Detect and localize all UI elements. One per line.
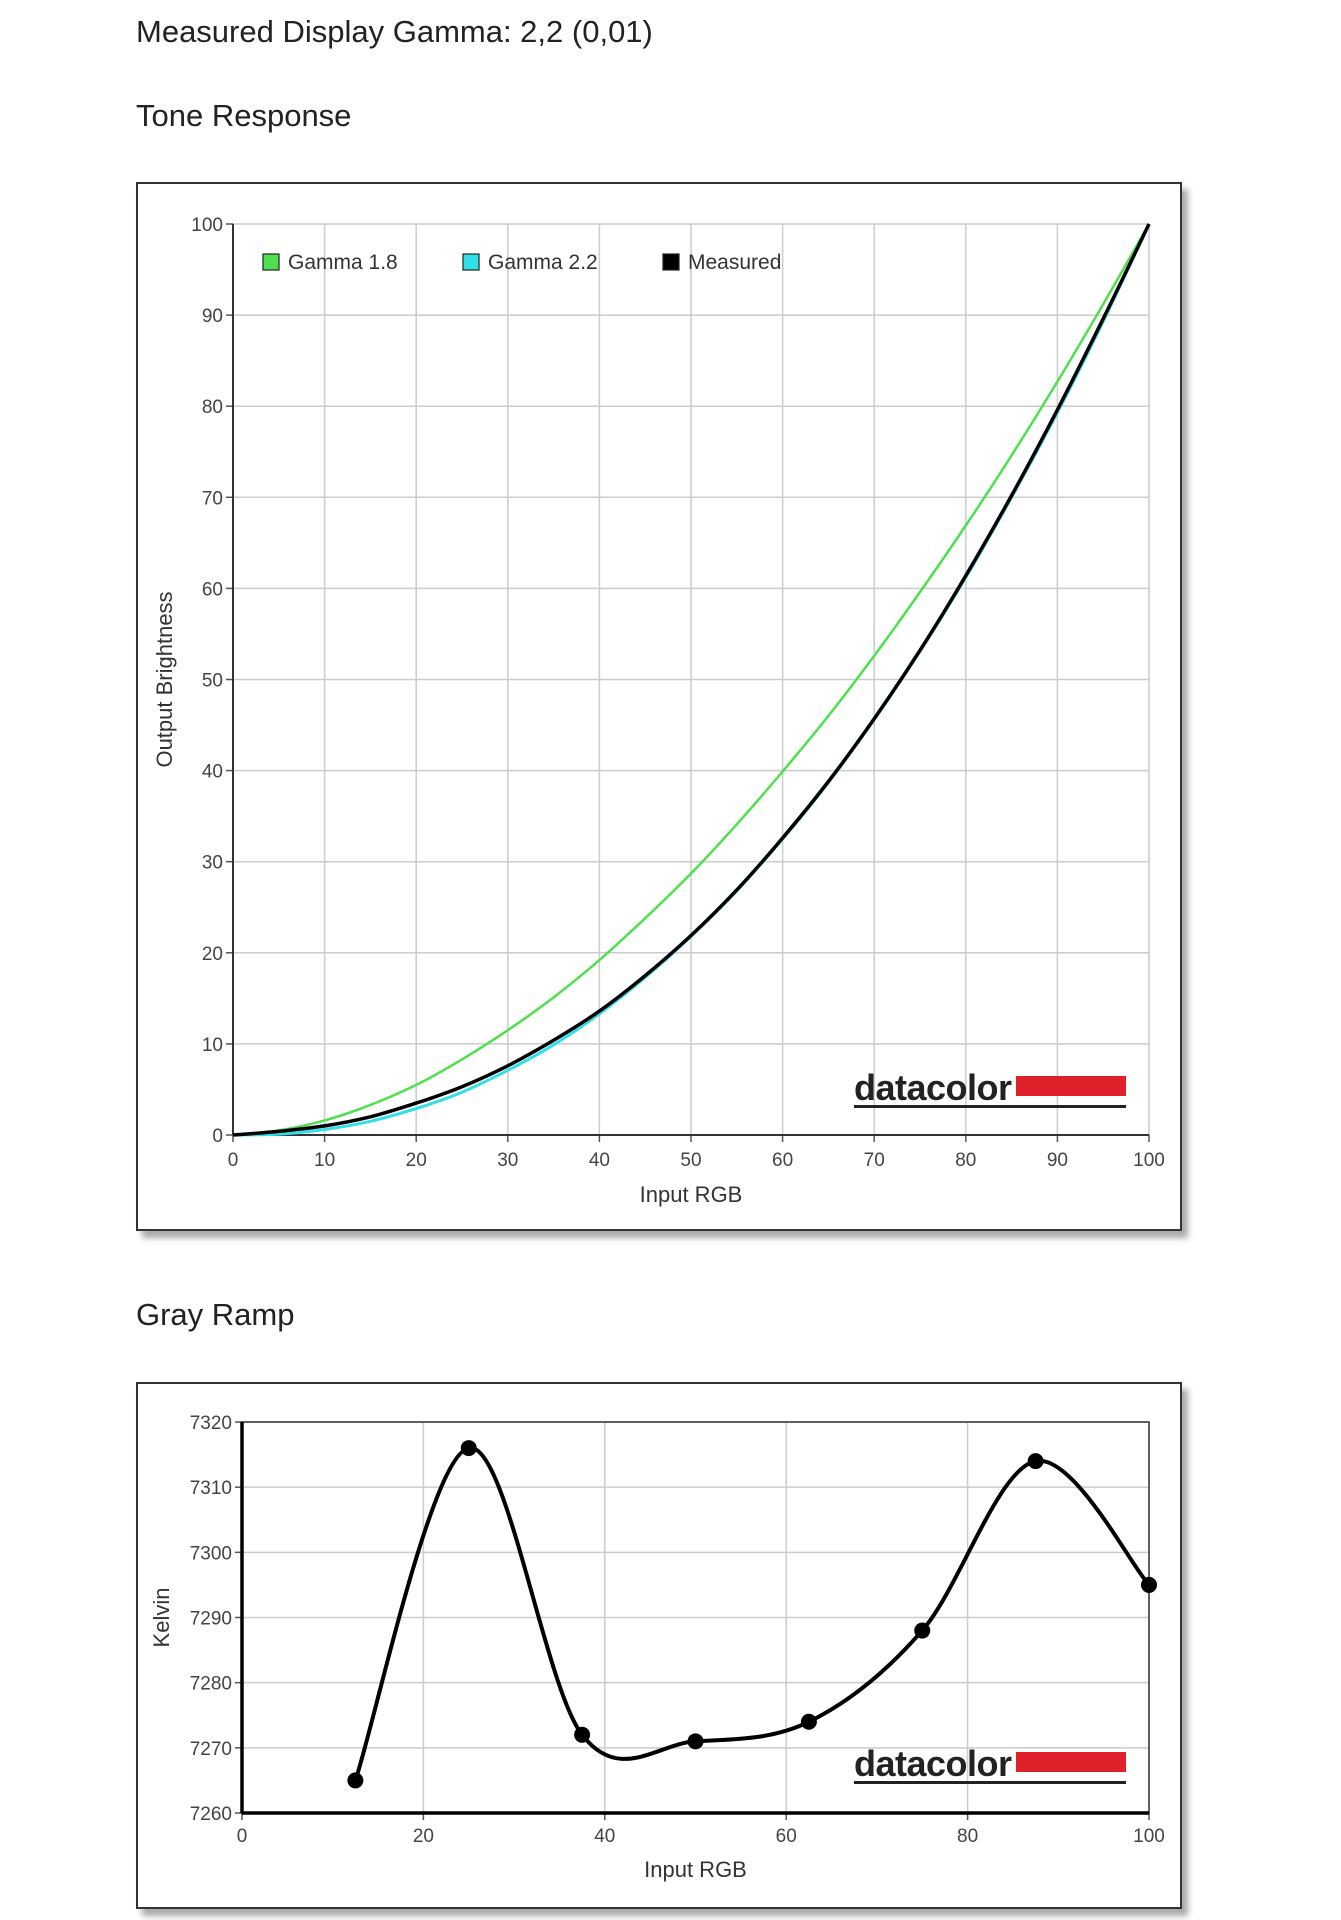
tone-ytick-label: 10 [202,1035,223,1056]
gray-xtick-label: 60 [776,1826,797,1847]
tone-response-panel: 0 10 20 30 40 50 60 70 80 90 100 0 10 20 30 40 50 60 70 80 9… [136,182,1182,1231]
tone-ytick-label: 0 [212,1126,223,1147]
tone-xtick-label: 40 [589,1150,610,1171]
gray-x-axis-label: Input RGB [644,1857,747,1882]
tone-legend-swatch-1 [462,253,480,271]
gray-xtick-label: 80 [957,1826,978,1847]
tone-logo-bar [1016,1076,1126,1096]
tone-xtick-label: 90 [1047,1150,1068,1171]
tone-xtick-label: 30 [497,1150,518,1171]
gray-data-point-2 [574,1726,591,1743]
tone-xtick-label: 0 [228,1150,239,1171]
gray-logo-underline [854,1781,1126,1784]
tone-logo-underline [854,1105,1126,1108]
tone-xtick-label: 100 [1133,1150,1165,1171]
gray-data-point-6 [1027,1453,1044,1470]
gray-data-point-0 [347,1772,364,1789]
gray-xtick-label: 20 [413,1826,434,1847]
gamma-heading: Measured Display Gamma: 2,2 (0,01) [136,14,653,49]
gray-data-point-1 [460,1440,477,1457]
gray-xtick-label: 0 [237,1826,248,1847]
gray-ytick-label: 7270 [190,1739,232,1760]
tone-response-chart: 0 10 20 30 40 50 60 70 80 90 100 0 10 20 30 40 50 60 70 80 9… [152,215,1165,1207]
tone-legend-swatch-2 [662,253,680,271]
tone-xtick-label: 80 [955,1150,976,1171]
gray-ytick-label: 7280 [190,1674,232,1695]
tone-series-line-2 [232,223,1151,1137]
tone-ytick-label: 40 [202,762,223,783]
gray-logo-bar [1016,1752,1126,1772]
tone-legend-swatch-0 [262,253,280,271]
tone-y-axis-label: Output Brightness [152,591,177,767]
tone-series-line-0 [232,223,1151,1137]
tone-ytick-label: 80 [202,397,223,418]
tone-ytick-label: 30 [202,853,223,874]
tone-legend-label: Gamma 2.2 [488,251,598,274]
tone-xtick-label: 50 [680,1150,701,1171]
gray-logo-text: datacolor [854,1743,1012,1784]
gray-series-line [353,1446,1151,1782]
tone-ytick-label: 100 [191,215,223,236]
gray-data-point-4 [800,1713,817,1730]
tone-ytick-label: 60 [202,579,223,600]
gray-ramp-panel: 0 20 40 60 80 100 7260 7270 7280 7290 7300 7310 7320… [136,1382,1182,1909]
tone-ytick-label: 90 [202,306,223,327]
gray-xtick-label: 40 [594,1826,615,1847]
tone-legend-label: Measured [688,251,781,274]
tone-xtick-label: 70 [864,1150,885,1171]
gray-data-point-3 [687,1733,704,1750]
gray-ramp-chart: 0 20 40 60 80 100 7260 7270 7280 7290 7300 7310 7320… [149,1413,1165,1882]
tone-ytick-label: 50 [202,671,223,692]
gray-y-axis-label: Kelvin [149,1588,174,1648]
gray-ramp-heading: Gray Ramp [136,1297,295,1332]
gray-data-point-5 [914,1622,931,1639]
tone-xtick-label: 60 [772,1150,793,1171]
tone-ytick-label: 70 [202,488,223,509]
tone-response-heading: Tone Response [136,98,352,133]
gray-ytick-label: 7300 [190,1543,232,1564]
gray-xtick-label: 100 [1133,1826,1165,1847]
gray-data-point-7 [1141,1576,1157,1593]
gray-ytick-label: 7290 [190,1609,232,1630]
tone-x-axis-label: Input RGB [640,1182,743,1207]
tone-xtick-label: 20 [406,1150,427,1171]
gray-ytick-label: 7260 [190,1804,232,1825]
gray-ytick-label: 7320 [190,1413,232,1434]
gray-ytick-label: 7310 [190,1478,232,1499]
tone-ytick-label: 20 [202,944,223,965]
tone-xtick-label: 10 [314,1150,335,1171]
tone-logo-text: datacolor [854,1067,1012,1108]
tone-legend-label: Gamma 1.8 [288,251,398,274]
